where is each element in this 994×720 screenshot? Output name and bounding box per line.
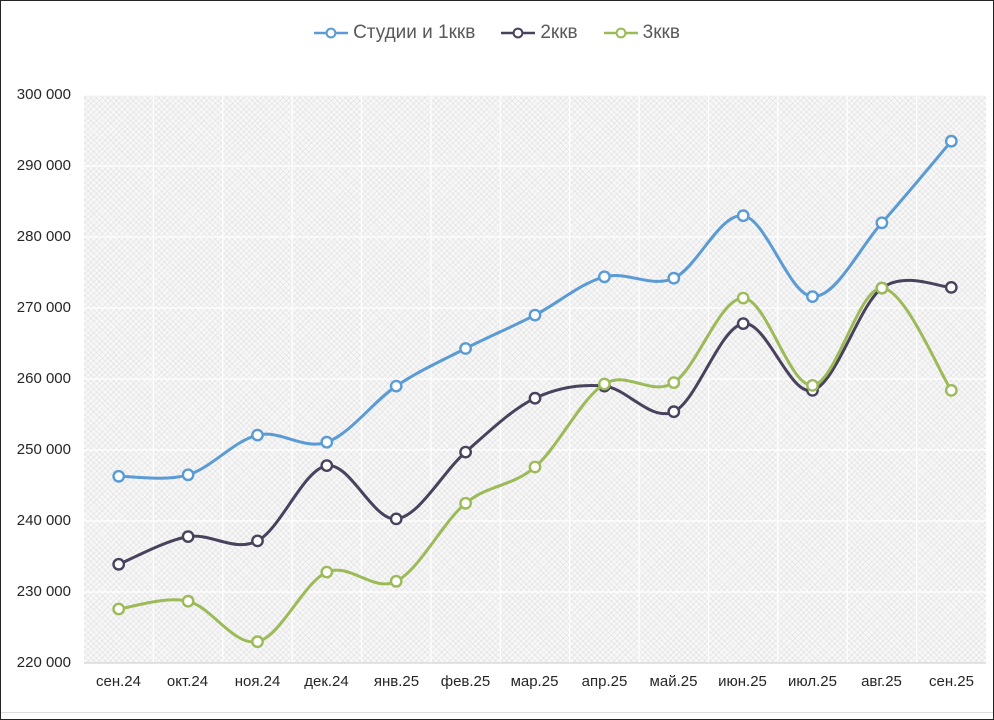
y-tick-label: 290 000	[16, 157, 71, 174]
legend-line-marker-icon	[501, 27, 536, 38]
data-point-marker	[667, 376, 681, 389]
data-point-marker	[389, 574, 403, 588]
legend-line-marker-icon	[314, 27, 349, 38]
data-point-marker	[320, 459, 334, 472]
data-point-marker	[944, 280, 958, 294]
x-tick-label: ноя.24	[234, 673, 281, 690]
data-point-marker	[598, 377, 611, 391]
x-tick-label: фев.25	[440, 673, 491, 690]
y-tick-label: 300 000	[16, 86, 71, 103]
x-tick-label: апр.25	[581, 673, 628, 690]
x-tick-label: сен.25	[929, 673, 974, 690]
data-point-marker	[875, 281, 889, 295]
data-point-marker	[251, 635, 264, 649]
data-point-marker	[528, 391, 542, 405]
bottom-divider	[1, 712, 993, 713]
x-tick-label: июл.25	[788, 673, 837, 690]
legend-item: Студии и 1ккв	[314, 23, 475, 42]
legend-label: Студии и 1ккв	[353, 22, 476, 43]
x-tick-label: мар.25	[510, 673, 559, 690]
data-point-marker	[944, 134, 958, 148]
legend-line-marker-icon	[603, 27, 638, 38]
x-tick-label: дек.24	[304, 673, 349, 690]
legend-label: 2ккв	[540, 22, 578, 43]
x-tick-label: сен.24	[96, 673, 141, 690]
legend-item: 3ккв	[603, 22, 680, 43]
data-point-marker	[736, 209, 750, 223]
x-tick-label: окт.24	[166, 673, 209, 690]
data-point-marker	[598, 270, 611, 284]
data-point-marker	[181, 594, 195, 608]
data-point-marker	[875, 216, 889, 230]
y-tick-label: 220 000	[16, 654, 71, 671]
x-tick-label: янв.25	[373, 673, 420, 690]
legend-item: 2ккв	[501, 22, 578, 43]
data-point-marker	[459, 445, 472, 459]
data-point-marker	[389, 512, 403, 526]
data-point-marker	[320, 435, 334, 449]
data-point-marker	[806, 290, 819, 303]
data-point-marker	[251, 534, 264, 548]
y-tick-label: 260 000	[16, 370, 71, 387]
data-point-marker	[459, 496, 472, 510]
data-point-marker	[806, 378, 819, 392]
data-point-marker	[528, 308, 542, 322]
data-point-marker	[389, 379, 403, 393]
series-line	[117, 286, 953, 644]
series-line	[117, 278, 953, 566]
data-point-marker	[667, 271, 681, 285]
data-point-marker	[181, 530, 195, 543]
data-point-marker	[528, 460, 542, 474]
data-point-marker	[112, 602, 126, 616]
data-point-marker	[736, 291, 750, 305]
legend-label: 3ккв	[642, 22, 680, 43]
data-point-marker	[181, 468, 195, 482]
data-point-marker	[736, 317, 750, 330]
data-point-marker	[320, 565, 334, 579]
y-tick-label: 250 000	[16, 441, 71, 458]
data-point-marker	[112, 469, 126, 483]
data-point-marker	[459, 342, 472, 355]
data-point-marker	[112, 557, 126, 571]
y-tick-label: 240 000	[16, 512, 71, 529]
data-point-marker	[944, 383, 958, 397]
x-tick-label: июн.25	[718, 673, 767, 690]
x-tick-label: май.25	[649, 673, 698, 690]
x-tick-label: авг.25	[861, 673, 902, 690]
y-tick-label: 280 000	[16, 228, 71, 245]
y-tick-label: 230 000	[16, 583, 71, 600]
chart-legend: Студии и 1ккв 2ккв 3ккв	[1, 23, 993, 42]
y-tick-label: 270 000	[16, 299, 71, 316]
gridlines	[84, 94, 986, 664]
data-point-marker	[251, 428, 264, 442]
data-point-marker	[667, 405, 681, 419]
